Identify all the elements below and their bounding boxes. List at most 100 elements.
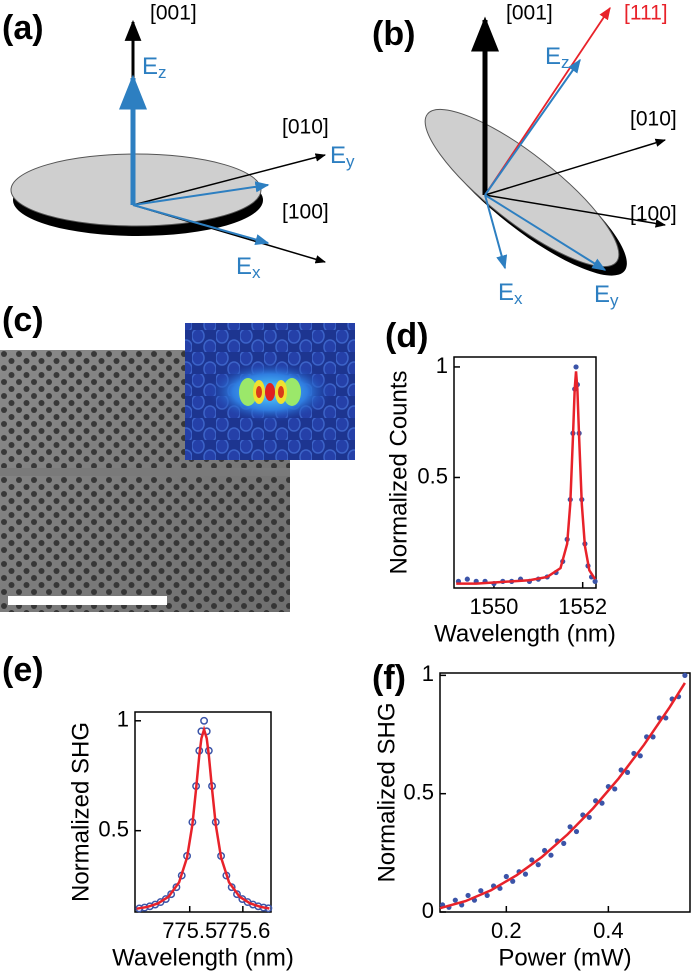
axis-label: [001] xyxy=(150,2,197,25)
field-label: Ex xyxy=(236,253,261,282)
chart: 0.2 0.4 0 0.5 1 Power (mW) Normalized SHG (f) xyxy=(372,659,691,971)
y-axis-title: Normalized Counts xyxy=(385,370,412,574)
panel-label: (e) xyxy=(2,651,44,689)
y-axis-title: Normalized SHG xyxy=(373,702,400,882)
field-base: E xyxy=(545,43,561,70)
y-tick-label: 0 xyxy=(422,898,434,923)
axis-label: [100] xyxy=(282,201,329,224)
field-label: Ey xyxy=(330,142,355,171)
data-point xyxy=(452,897,458,903)
scale-bar xyxy=(8,596,167,605)
diagram-a: (a) [001] [010] [100] Ez Ey Ex xyxy=(2,2,355,283)
field-sub: z xyxy=(158,63,167,82)
data-point xyxy=(567,824,573,830)
mode-lobe xyxy=(239,378,257,406)
field-sub: y xyxy=(346,152,355,171)
y-tick-label: 1 xyxy=(117,707,129,732)
field-base: E xyxy=(330,142,346,169)
axis-label: [100] xyxy=(630,203,677,226)
axis-arrow xyxy=(484,138,667,196)
field-base: E xyxy=(236,253,252,280)
micrograph: (c) xyxy=(0,301,355,612)
x-tick-label: 1552 xyxy=(558,594,607,619)
data-point xyxy=(618,767,624,773)
y-axis-title: Normalized SHG xyxy=(67,722,94,902)
axis-arrow xyxy=(484,194,667,228)
y-tick-label: 0.5 xyxy=(98,816,129,841)
chart: 1550 1552 0.5 1 Wavelength (nm) Normalized Co… xyxy=(385,317,616,647)
diagram-b: (b) [001] [111] [010] [100] Ez Ex Ey xyxy=(372,2,677,311)
field-base: E xyxy=(142,53,158,80)
data-point xyxy=(503,873,509,880)
mode-peak xyxy=(265,383,275,401)
fit-line xyxy=(136,725,270,910)
panel-label: (d) xyxy=(385,317,428,355)
axis-label: [111] xyxy=(624,2,668,25)
plot-frame xyxy=(453,356,597,589)
x-tick-label: 775.6 xyxy=(215,918,270,943)
field-label: Ez xyxy=(142,53,167,82)
defect-row xyxy=(0,468,290,476)
field-arrow xyxy=(132,204,270,245)
data-point xyxy=(624,769,631,775)
data-point xyxy=(167,890,176,899)
data-point xyxy=(510,878,516,884)
fit-line xyxy=(439,682,686,910)
disk xyxy=(10,153,262,227)
field-base: E xyxy=(594,281,610,308)
data-point xyxy=(233,890,241,899)
y-tick-label: 0.5 xyxy=(403,779,434,804)
data-point xyxy=(548,852,554,858)
data-point xyxy=(535,862,541,868)
data-point xyxy=(464,576,470,582)
data-point xyxy=(682,672,688,678)
field-sub: x xyxy=(252,263,261,282)
data-point xyxy=(637,753,643,759)
y-tick-label: 0.5 xyxy=(417,463,448,488)
data-point xyxy=(478,888,484,894)
x-axis-title: Wavelength (nm) xyxy=(112,944,294,971)
panel-label: (c) xyxy=(2,301,44,339)
field-arrow xyxy=(484,194,508,270)
data-point xyxy=(573,364,579,370)
x-tick-label: 1550 xyxy=(469,594,518,619)
field-sub: x xyxy=(514,289,523,308)
plot-frame xyxy=(439,672,691,913)
data-point xyxy=(465,892,471,899)
field-arrow xyxy=(484,58,581,196)
disk xyxy=(424,108,620,268)
field-label: Ez xyxy=(545,43,570,72)
data-point xyxy=(522,871,529,877)
mode-peak xyxy=(278,386,284,398)
field-sub: z xyxy=(561,53,570,72)
y-tick-label: 1 xyxy=(436,353,448,378)
axis-label: [001] xyxy=(506,2,553,25)
x-tick-label: 775.5 xyxy=(162,918,217,943)
panel-label: (a) xyxy=(2,9,44,47)
field-label: Ex xyxy=(498,279,523,308)
field-base: E xyxy=(498,279,514,306)
field-arrow xyxy=(484,194,607,271)
x-tick-label: 0.2 xyxy=(491,918,522,943)
panel-label: (f) xyxy=(372,659,406,697)
axis-arrow xyxy=(132,153,327,206)
x-axis-title: Wavelength (nm) xyxy=(434,620,616,647)
axis-label: [010] xyxy=(630,108,677,131)
x-axis-title: Power (mW) xyxy=(498,944,631,971)
mode-lobe xyxy=(283,378,301,406)
y-tick-label: 1 xyxy=(422,661,434,686)
data-point xyxy=(592,578,598,584)
data-point xyxy=(573,828,580,835)
field-arrow xyxy=(132,181,270,206)
field-label: Ey xyxy=(594,281,619,310)
data-point xyxy=(541,847,548,854)
data-point xyxy=(200,716,209,725)
data-point xyxy=(612,786,618,792)
data-point xyxy=(529,857,535,863)
plot-frame xyxy=(134,711,272,913)
axis-label: [010] xyxy=(282,116,329,139)
